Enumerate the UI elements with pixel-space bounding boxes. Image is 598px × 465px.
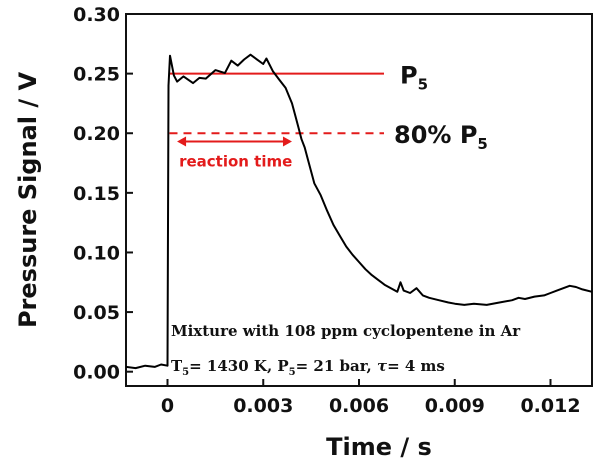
reaction-time-arrow-right-head <box>282 136 292 147</box>
reaction-time-arrow <box>177 136 292 147</box>
y-tick-label: 0.30 <box>73 4 120 26</box>
x-tick-label: 0.003 <box>233 395 293 417</box>
x-tick-label: 0 <box>161 395 174 417</box>
y-tick-label: 0.20 <box>73 123 120 145</box>
series-line-0 <box>125 53 593 370</box>
y-axis-title: Pressure Signal / V <box>14 72 42 329</box>
p5-80-label-prefix: 80% <box>394 121 460 149</box>
x-tick-label: 0.012 <box>520 395 580 417</box>
p5-80-label-sub: 5 <box>477 135 487 153</box>
annotation-t-main: T <box>171 357 183 375</box>
chart-ticks: 0.00 0.05 0.10 0.15 0.20 0.25 0.30 0 0.003 0.006 0… <box>73 4 580 417</box>
annotation-tau: τ <box>377 357 388 375</box>
p5-label-main: P <box>400 62 418 90</box>
annotation-p-sub: 5 <box>289 367 296 378</box>
reaction-time-arrow-left-head <box>177 136 187 147</box>
x-tick-label: 0.006 <box>329 395 389 417</box>
y-tick-label: 0.10 <box>73 242 120 264</box>
annotation-t-value: = 1430 K, <box>189 357 277 375</box>
p5-label: P5 <box>400 62 428 94</box>
p5-label-sub: 5 <box>418 76 428 94</box>
reaction-time-label: reaction time <box>179 152 292 170</box>
chart-series <box>125 53 593 370</box>
x-tick-label: 0.009 <box>425 395 485 417</box>
reference-lines <box>169 72 384 135</box>
annotation-t-sub: 5 <box>182 367 189 378</box>
x-axis-title: Time / s <box>326 433 432 461</box>
y-tick-label: 0.05 <box>73 302 120 324</box>
annotation-p-value: = 21 bar, <box>296 357 377 375</box>
annotation-line-2: T5= 1430 K, P5= 21 bar, τ= 4 ms <box>171 357 445 378</box>
annotation-tau-value: = 4 ms <box>387 357 445 375</box>
annotation-line-1: Mixture with 108 ppm cyclopentene in Ar <box>171 322 521 340</box>
p5-80-label-main: P <box>460 121 478 149</box>
y-tick-label: 0.15 <box>73 183 120 205</box>
y-tick-label: 0.00 <box>73 362 120 384</box>
annotation-p-main: P <box>277 357 288 375</box>
y-tick-label: 0.25 <box>73 64 120 86</box>
p5-80-label: 80% P5 <box>394 121 488 153</box>
